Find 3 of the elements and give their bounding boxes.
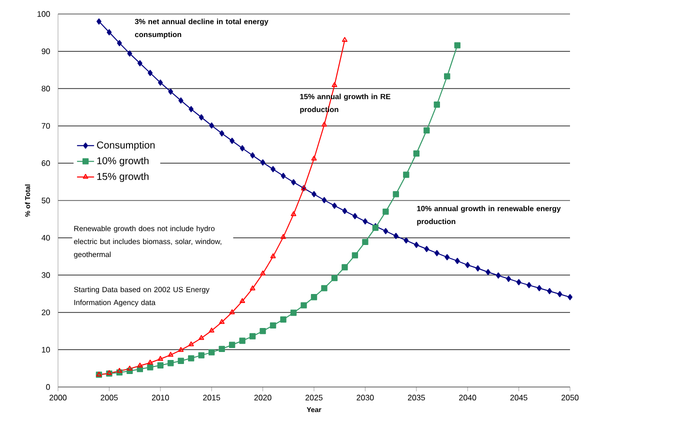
legend-label: 10% growth <box>97 156 148 166</box>
legend-label: 15% growth <box>97 172 148 182</box>
legend-label: Consumption <box>97 141 155 151</box>
